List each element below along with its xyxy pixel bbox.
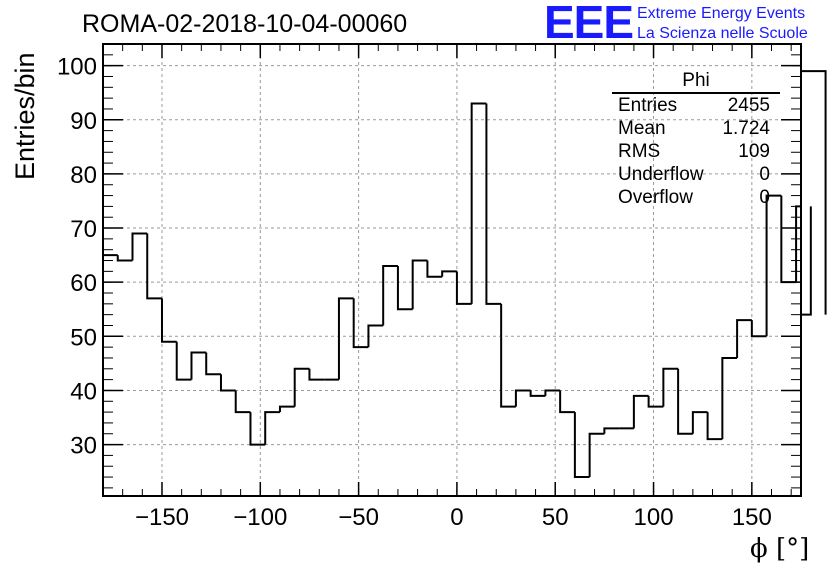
y-axis-label: Entries/bin	[10, 52, 40, 180]
histogram-bin	[455, 271, 472, 305]
stats-label: RMS	[618, 141, 661, 162]
histogram-bin	[559, 390, 575, 414]
plot-frame	[102, 43, 802, 497]
histogram-bin	[264, 411, 280, 445]
histogram-bin	[131, 232, 148, 261]
stats-label: Mean	[618, 118, 666, 139]
stats-row: Underflow 0	[610, 163, 780, 186]
stats-value: 1.724	[722, 118, 770, 139]
x-axis-label: ϕ [°]	[750, 534, 810, 564]
histogram-bin	[308, 368, 325, 381]
stats-box: Phi Entries 2455 Mean 1.724 RMS 109 Underfl…	[610, 70, 780, 209]
histogram-bin	[102, 254, 118, 496]
histogram-bin	[249, 412, 266, 446]
histogram-bin	[426, 260, 443, 278]
y-tick-label: 90	[70, 108, 97, 135]
x-tick-label: −150	[135, 504, 189, 531]
x-tick-label: 0	[450, 504, 463, 531]
histogram-bin	[485, 103, 502, 305]
histogram-bin	[470, 102, 487, 304]
stats-value: 0	[759, 187, 770, 208]
y-tick-label: 50	[70, 324, 97, 351]
y-tick-label: 30	[70, 433, 97, 460]
histogram-bin	[801, 206, 812, 316]
histogram-bin	[573, 412, 590, 479]
stats-row: Entries 2455	[610, 94, 780, 117]
x-tick-label: 100	[634, 504, 674, 531]
histogram-bin	[736, 319, 752, 358]
axes	[102, 43, 802, 497]
histogram-bin	[721, 356, 738, 440]
histogram-bin	[691, 411, 708, 434]
histogram-bin	[382, 264, 398, 326]
stats-label: Underflow	[618, 164, 704, 185]
x-tick-label: 150	[732, 504, 772, 531]
histogram-bin	[677, 368, 693, 435]
tick-labels: −150 −100 −50 0 50 100 150 30 40 50 60 70 80 90 100	[57, 54, 772, 531]
histogram-bin	[352, 298, 369, 349]
chart-title: ROMA-02-2018-10-04-00060	[82, 10, 408, 38]
histogram-bin	[337, 297, 354, 380]
y-tick-label: 70	[70, 216, 97, 243]
y-tick-label: 40	[70, 378, 97, 405]
histogram-bin	[632, 394, 649, 429]
histogram-bin	[396, 265, 413, 311]
histogram-bin	[588, 432, 605, 478]
logo-line-2: La Scienza nelle Scuole	[637, 25, 808, 42]
histogram-bin	[205, 352, 221, 376]
x-tick-label: −100	[233, 504, 287, 531]
stats-label: Entries	[618, 95, 678, 116]
stats-value: 109	[738, 141, 770, 162]
y-tick-label: 100	[57, 54, 97, 81]
histogram-bin	[116, 255, 133, 262]
stats-row: Mean 1.724	[610, 117, 780, 140]
stats-title: Phi	[612, 70, 780, 94]
stats-label: Overflow	[618, 187, 693, 208]
histogram-bin	[514, 389, 531, 407]
histogram-bin	[293, 367, 310, 407]
histogram-bin	[234, 390, 251, 414]
histogram-bin	[175, 341, 192, 381]
histogram-bin	[750, 320, 767, 338]
eee-logo: EEE	[544, 0, 634, 48]
grid-lines	[103, 44, 801, 496]
x-tick-label: −50	[338, 504, 379, 531]
histogram-bin	[529, 390, 546, 397]
histogram-bin	[441, 270, 457, 277]
histogram-bin	[146, 233, 162, 300]
stats-row: RMS 109	[610, 140, 780, 163]
histogram-bin	[603, 427, 620, 434]
histogram-bin	[190, 351, 207, 380]
stats-value: 0	[759, 164, 770, 185]
x-tick-label: 50	[542, 504, 569, 531]
histogram-bin	[500, 303, 516, 408]
logo-line-1: Extreme Energy Events	[637, 5, 806, 22]
stats-value: 2455	[727, 95, 770, 116]
histogram-bin	[647, 395, 664, 408]
histogram-bin	[706, 412, 723, 441]
stats-row: Overflow 0	[610, 186, 780, 209]
y-tick-label: 80	[70, 162, 97, 189]
y-tick-label: 60	[70, 270, 97, 297]
histogram-bin	[411, 259, 428, 310]
histogram-bin	[160, 298, 177, 343]
histogram-bin	[662, 367, 679, 407]
histogram-bin	[544, 389, 561, 396]
histogram-bin	[219, 374, 236, 392]
histogram-bin	[367, 324, 384, 348]
histogram-bin	[765, 194, 782, 337]
histogram-bin	[801, 70, 827, 315]
histogram-bin	[278, 405, 295, 413]
